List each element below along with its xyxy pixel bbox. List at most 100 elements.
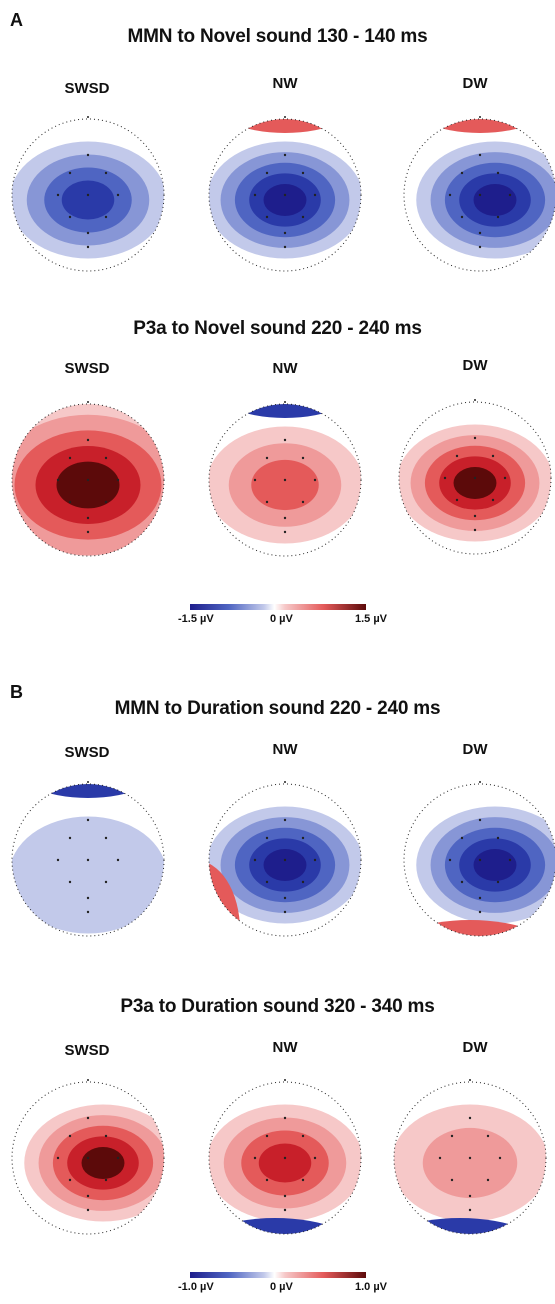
electrode-dot — [486, 1178, 490, 1182]
group-label-b2-dw: DW — [462, 1039, 488, 1056]
electrode-dot — [478, 153, 482, 157]
electrode-dot — [283, 193, 287, 197]
electrode-dot — [313, 1156, 317, 1160]
electrode-dot — [86, 245, 90, 249]
electrode-dot — [478, 858, 482, 862]
electrode-dot — [508, 858, 512, 862]
electrode-dot — [301, 880, 305, 884]
electrode-dot — [116, 858, 120, 862]
electrode-dot — [301, 171, 305, 175]
electrode-dot — [478, 910, 482, 914]
electrode-dot — [68, 836, 72, 840]
nose-marker — [87, 1079, 89, 1081]
nose-marker — [479, 116, 481, 118]
nose-marker — [87, 116, 89, 118]
row-title-a2: P3a to Novel sound 220 - 240 ms — [133, 318, 422, 339]
electrode-dot — [443, 476, 447, 480]
electrode-dot — [496, 171, 500, 175]
electrode-dot — [265, 836, 269, 840]
topomap-fill — [12, 404, 164, 556]
group-label-a2-swsd: SWSD — [64, 360, 110, 377]
electrode-dot — [473, 476, 477, 480]
group-label-b1-nw: NW — [272, 741, 298, 758]
head-outline — [208, 1081, 362, 1235]
group-label-a2-nw: NW — [272, 360, 298, 377]
electrode-dot — [86, 858, 90, 862]
group-label-a1-dw: DW — [462, 75, 488, 92]
electrode-dot — [301, 456, 305, 460]
electrode-dot — [56, 1156, 60, 1160]
electrode-dot — [283, 1156, 287, 1160]
colorbar-b-max-label: 1.0 µV — [355, 1281, 388, 1293]
topomap-fill — [209, 119, 361, 271]
electrode-dot — [498, 1156, 502, 1160]
colorbar-a-mid-label: 0 µV — [270, 613, 293, 625]
electrode-dot — [283, 1116, 287, 1120]
electrode-dot — [68, 880, 72, 884]
contour-band — [453, 467, 497, 499]
electrode-dot — [491, 498, 495, 502]
electrode-dot — [301, 215, 305, 219]
group-label-a1-nw: NW — [272, 75, 298, 92]
electrode-dot — [455, 498, 459, 502]
head-outline — [11, 1081, 165, 1235]
contour-band — [473, 184, 517, 216]
electrode-dot — [283, 530, 287, 534]
topomap-b1-dw — [403, 781, 555, 937]
electrode-dot — [86, 530, 90, 534]
electrode-dot — [455, 454, 459, 458]
electrode-dot — [116, 1156, 120, 1160]
contour-band — [258, 1143, 312, 1183]
electrode-dot — [283, 438, 287, 442]
contour-band — [61, 180, 115, 220]
topomap-fill — [12, 1082, 164, 1234]
contour-band — [263, 184, 307, 216]
electrode-dot — [116, 478, 120, 482]
topomap-b1-nw — [208, 781, 362, 937]
contour-band — [81, 1147, 125, 1179]
electrode-dot — [478, 896, 482, 900]
head-outline — [11, 403, 165, 557]
colorbar-b — [190, 1272, 366, 1278]
electrode-dot — [86, 1156, 90, 1160]
electrode-dot — [104, 215, 108, 219]
electrode-dot — [86, 1208, 90, 1212]
group-label-a1-swsd: SWSD — [64, 80, 110, 97]
topomap-a2-dw — [398, 399, 552, 555]
electrode-dot — [265, 880, 269, 884]
row-title-a1: MMN to Novel sound 130 - 140 ms — [127, 26, 428, 47]
electrode-dot — [253, 1156, 257, 1160]
nose-marker — [469, 1079, 471, 1081]
electrode-dot — [460, 171, 464, 175]
electrode-dot — [265, 456, 269, 460]
electrode-dot — [283, 231, 287, 235]
electrode-dot — [313, 858, 317, 862]
electrode-dot — [473, 436, 477, 440]
electrode-dot — [86, 1194, 90, 1198]
electrode-dot — [104, 1178, 108, 1182]
electrode-dot — [86, 818, 90, 822]
electrode-dot — [104, 171, 108, 175]
colorbar-a — [190, 604, 366, 610]
electrode-dot — [468, 1156, 472, 1160]
electrode-dot — [283, 818, 287, 822]
panel-letter-b: B — [10, 682, 23, 702]
electrode-dot — [68, 1134, 72, 1138]
nose-marker — [479, 781, 481, 783]
panel-letter-a: A — [10, 10, 23, 30]
electrode-dot — [313, 478, 317, 482]
electrode-dot — [301, 500, 305, 504]
head-outline — [208, 403, 362, 557]
contour-band — [263, 849, 307, 881]
electrode-dot — [68, 171, 72, 175]
electrode-dot — [68, 215, 72, 219]
electrode-dot — [104, 1134, 108, 1138]
electrode-dot — [450, 1178, 454, 1182]
electrode-dot — [478, 231, 482, 235]
topomap-fill — [404, 119, 555, 271]
electrode-dot — [301, 1134, 305, 1138]
electrode-dot — [283, 858, 287, 862]
electrode-dot — [86, 231, 90, 235]
electrode-dot — [283, 910, 287, 914]
topomap-fill — [12, 784, 164, 936]
